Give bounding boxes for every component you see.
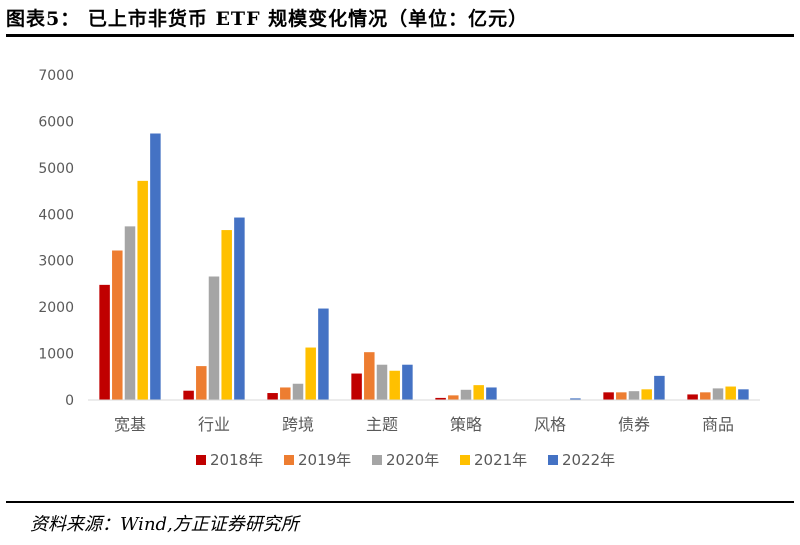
bar-2022年-行业: [234, 217, 245, 400]
legend-label: 2020年: [386, 451, 439, 469]
source-divider: [6, 501, 794, 503]
bar-2020年-商品: [712, 388, 724, 400]
bar-2018年-债券: [603, 392, 614, 400]
y-tick-label: 6000: [38, 114, 74, 130]
bar-2018年-跨境: [267, 393, 278, 400]
y-tick-label: 1000: [38, 347, 74, 363]
y-tick-label: 4000: [38, 207, 74, 223]
bar-2022年-跨境: [318, 308, 329, 400]
bar-2022年-宽基: [150, 133, 161, 400]
legend-label: 2019年: [298, 451, 351, 469]
bar-2018年-行业: [183, 390, 194, 400]
legend-swatch: [548, 455, 558, 465]
legend-swatch: [196, 455, 206, 465]
bar-2019年-主题: [364, 352, 375, 400]
bar-2019年-策略: [448, 395, 459, 400]
bar-2020年-跨境: [292, 383, 304, 400]
bar-2022年-债券: [654, 375, 665, 400]
y-tick-label: 7000: [38, 68, 74, 84]
chart-title: 图表5： 已上市非货币 ETF 规模变化情况（单位：亿元）: [6, 8, 529, 30]
y-tick-label: 2000: [38, 300, 74, 316]
bar-2018年-宽基: [99, 284, 110, 400]
x-category-label: 主题: [366, 415, 398, 434]
bar-2021年-行业: [221, 230, 232, 400]
legend-swatch: [460, 455, 470, 465]
bar-2019年-跨境: [280, 387, 291, 400]
bar-2020年-策略: [460, 389, 472, 400]
bar-2021年-商品: [725, 386, 736, 400]
bar-2021年-宽基: [137, 180, 148, 400]
bar-2022年-商品: [738, 389, 749, 400]
legend-swatch: [284, 455, 294, 465]
bar-2020年-债券: [628, 391, 640, 400]
bar-2020年-行业: [208, 276, 220, 400]
x-category-label: 宽基: [114, 415, 146, 434]
bar-2022年-风格: [570, 398, 581, 401]
legend-label: 2018年: [210, 451, 263, 469]
bar-2022年-策略: [486, 387, 497, 400]
x-category-label: 行业: [198, 415, 230, 434]
bar-2019年-债券: [616, 392, 627, 400]
bar-2020年-宽基: [124, 226, 136, 400]
y-tick-label: 3000: [38, 254, 74, 270]
bar-2021年-跨境: [305, 347, 316, 400]
x-category-label: 风格: [534, 415, 566, 434]
x-category-label: 策略: [450, 415, 482, 434]
source-note: 资料来源：Wind,方正证券研究所: [30, 514, 299, 535]
bar-2021年-主题: [389, 370, 400, 400]
bar-2019年-行业: [196, 366, 207, 400]
bar-2018年-商品: [687, 394, 698, 400]
legend-label: 2022年: [562, 451, 615, 469]
bar-2018年-主题: [351, 373, 362, 400]
legend-label: 2021年: [474, 451, 527, 469]
bar-2019年-宽基: [112, 250, 123, 400]
bar-2021年-债券: [641, 389, 652, 400]
bar-2021年-策略: [473, 385, 484, 400]
bar-2022年-主题: [402, 364, 413, 400]
bar-2018年-策略: [435, 397, 446, 400]
x-category-label: 商品: [702, 415, 734, 434]
y-tick-label: 5000: [38, 161, 74, 177]
bar-2020年-主题: [376, 364, 388, 400]
y-tick-label: 0: [65, 393, 74, 409]
legend-swatch: [372, 455, 382, 465]
title-divider: [6, 34, 794, 37]
x-category-label: 债券: [618, 415, 650, 434]
bar-2019年-商品: [700, 392, 711, 400]
x-category-label: 跨境: [282, 415, 314, 434]
